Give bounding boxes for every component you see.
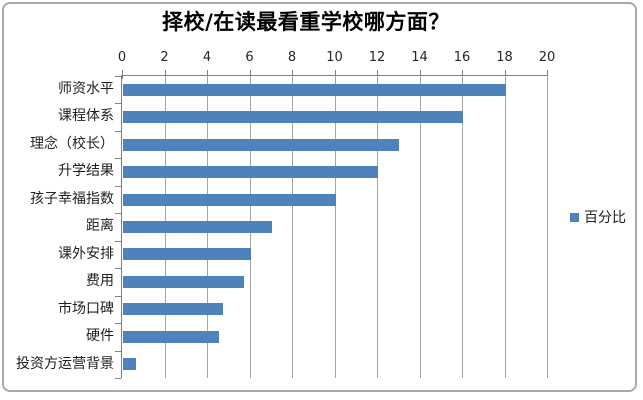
x-tick-mark (207, 70, 208, 79)
category-tick-mark (115, 130, 121, 132)
legend-label: 百分比 (584, 210, 626, 226)
category-tick-mark (115, 240, 121, 242)
x-tick-label: 6 (245, 50, 254, 65)
bar (123, 358, 136, 371)
category-label: 孩子幸福指数 (30, 190, 114, 207)
x-tick-mark (547, 70, 548, 79)
category-tick-mark (115, 76, 121, 77)
gridline (419, 76, 421, 378)
category-label: 课程体系 (58, 108, 114, 125)
bar (123, 248, 251, 261)
x-tick-mark (377, 70, 378, 79)
x-tick-label: 8 (287, 50, 297, 65)
category-tick-mark (115, 185, 121, 187)
x-tick-mark (504, 70, 506, 79)
x-tick-label: 14 (411, 50, 428, 65)
bar (123, 138, 400, 151)
chart-title: 择校/在读最看重学校哪方面？ (162, 10, 450, 34)
category-axis-line (121, 75, 122, 378)
x-tick-label: 10 (326, 50, 343, 65)
x-tick-mark (249, 70, 251, 79)
category-tick-mark (115, 323, 121, 325)
x-tick-label: 20 (538, 50, 556, 65)
x-tick-mark (122, 70, 123, 79)
gridline (377, 76, 378, 378)
x-tick-label: 4 (202, 50, 212, 65)
gridline (292, 76, 293, 378)
gridline (334, 76, 336, 378)
category-label: 升学结果 (58, 163, 114, 180)
x-tick-label: 12 (368, 50, 386, 65)
bar (123, 83, 506, 96)
category-label: 市场口碑 (58, 300, 114, 317)
gridline (462, 76, 463, 378)
legend-marker-icon (570, 212, 579, 222)
category-label: 投资方运营背景 (16, 355, 114, 372)
x-tick-label: 0 (117, 50, 127, 65)
x-tick-mark (462, 70, 463, 79)
bar (123, 221, 272, 233)
category-label: 课外安排 (58, 245, 114, 262)
bar (123, 303, 223, 316)
x-tick-label: 18 (496, 50, 513, 65)
x-tick-mark (334, 70, 336, 79)
bar (123, 330, 219, 343)
legend: 百分比 (570, 205, 626, 229)
gridline (504, 76, 506, 378)
category-tick-mark (115, 158, 121, 160)
category-label: 硬件 (86, 328, 114, 345)
x-tick-mark (292, 70, 293, 79)
category-tick-mark (115, 213, 121, 215)
x-tick-label: 2 (160, 50, 169, 65)
gridline (547, 76, 548, 378)
x-tick-mark (164, 70, 166, 79)
category-label: 师资水平 (58, 81, 114, 97)
x-tick-mark (419, 70, 421, 79)
category-label: 理念（校长） (30, 135, 114, 152)
bar (123, 193, 336, 206)
category-label: 费用 (86, 273, 114, 290)
category-label: 距离 (86, 218, 114, 235)
category-tick-mark (115, 268, 121, 270)
category-tick-mark (115, 103, 121, 105)
bar (123, 111, 463, 124)
category-tick-mark (115, 295, 121, 297)
category-tick-mark (115, 378, 121, 379)
x-tick-label: 16 (453, 50, 471, 65)
bar (123, 166, 378, 179)
bar (123, 275, 245, 288)
category-tick-mark (115, 350, 121, 352)
